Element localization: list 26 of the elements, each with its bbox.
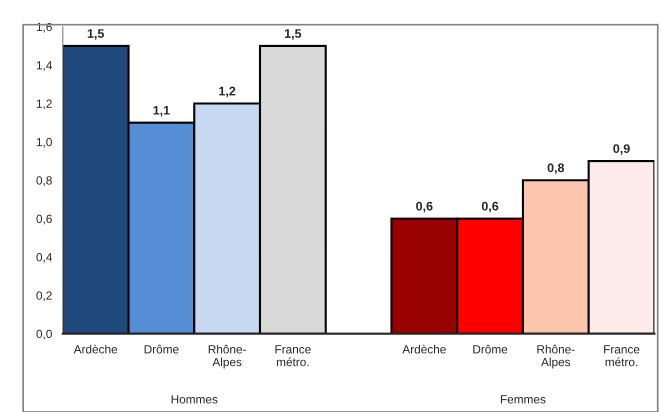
x-tick-label: Ardèche: [402, 344, 446, 354]
x-tick-label: Ardèche: [74, 344, 118, 354]
y-tick-label: 0,8: [36, 176, 52, 186]
x-tick-label: Rhône-Alpes: [208, 344, 246, 369]
y-tick-label: 1,2: [36, 100, 52, 110]
x-tick-label: France métro.: [604, 345, 640, 366]
y-tick-label: 1,0: [36, 138, 52, 148]
data-label: 0,6: [482, 202, 498, 212]
x-tick-label: Drôme: [473, 344, 508, 354]
data-label: 1,5: [88, 29, 104, 40]
data-label: 1,1: [153, 106, 170, 116]
y-tick-label: 1,4: [36, 61, 52, 71]
y-tick-label: 0,6: [36, 214, 52, 224]
x-tick-label: France métro.: [275, 345, 311, 366]
data-label: 1,5: [284, 29, 302, 40]
data-label: 0,8: [548, 163, 564, 174]
y-tick-label: 0,0: [36, 330, 52, 340]
text: Femmes: [500, 395, 546, 404]
data-label: 1,2: [219, 86, 236, 98]
y-tick-label: 0,2: [36, 291, 52, 302]
data-label: 0,9: [613, 144, 630, 155]
x-tick-label: Rhône-Alpes: [537, 344, 575, 369]
y-tick-label: 0,4: [36, 253, 52, 263]
data-label: 0,6: [416, 202, 433, 212]
x-tick-label: Drôme: [144, 344, 179, 354]
text: Hommes: [172, 395, 218, 404]
